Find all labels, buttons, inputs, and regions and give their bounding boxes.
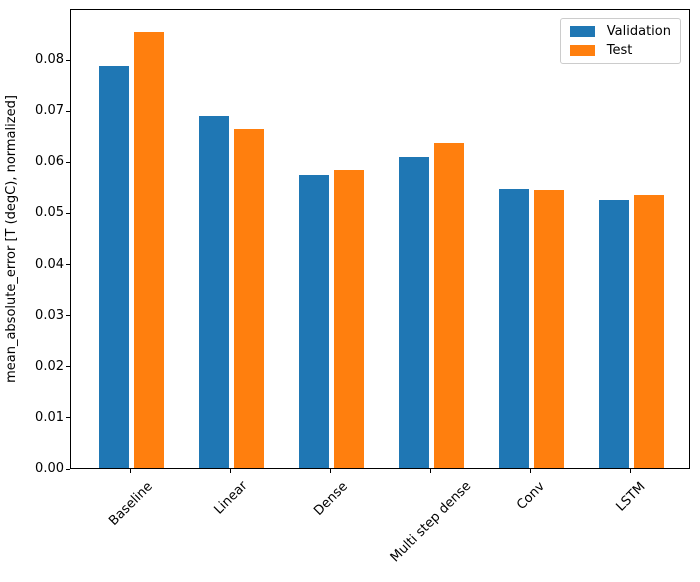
y-tick-label: 0.01 [35,409,64,425]
bar-test-linear [234,128,264,468]
x-tick-mark [430,469,431,473]
y-tick-mark [66,161,70,163]
bar-test-dense [334,169,364,468]
y-tick-label: 0.06 [35,154,64,170]
bar-test-baseline [134,31,164,468]
y-tick-mark [66,110,70,112]
legend: Validation Test [559,18,681,64]
bar-validation-baseline [99,66,129,468]
bar-test-lstm [634,195,664,468]
x-tick-mark [330,469,331,473]
y-tick-mark [66,417,70,419]
bar-validation-dense [299,174,329,468]
y-tick-label: 0.00 [35,461,64,476]
bar-validation-conv [499,188,529,468]
y-axis-label: mean_absolute_error [T (degC), normalize… [4,95,19,383]
x-tick-mark [130,469,131,473]
legend-label-validation: Validation [606,24,671,39]
x-tick-label: Baseline [105,479,156,529]
y-tick-label: 0.03 [35,307,64,323]
legend-item-test: Test [569,43,671,58]
legend-label-test: Test [606,43,633,58]
bar-test-multi-step-dense [434,143,464,468]
y-tick-mark [66,366,70,368]
x-tick-label: LSTM [612,479,649,515]
x-tick-mark [630,469,631,473]
y-tick-mark [66,59,70,61]
x-tick-mark [530,469,531,473]
bar-test-conv [534,190,564,468]
bar-validation-multi-step-dense [399,157,429,468]
x-tick-label: Linear [210,478,251,518]
y-tick-label: 0.08 [35,52,64,68]
y-tick-mark [66,212,70,214]
y-tick-mark [66,315,70,317]
y-tick-label: 0.05 [35,205,64,221]
y-tick-mark [66,468,70,470]
plot-area: Validation Test [70,9,690,469]
x-tick-mark [230,469,231,473]
x-tick-label: Multi step dense [387,478,474,566]
y-tick-label: 0.02 [35,358,64,374]
y-tick-label: 0.07 [35,103,64,119]
y-tick-mark [66,264,70,266]
legend-item-validation: Validation [569,24,671,39]
x-tick-label: Conv [513,479,548,513]
y-tick-label: 0.04 [35,256,64,272]
bar-validation-lstm [599,199,629,468]
legend-swatch-validation [569,26,595,37]
bar-validation-linear [199,115,229,468]
legend-swatch-test [569,45,595,56]
x-tick-label: Dense [310,478,351,519]
